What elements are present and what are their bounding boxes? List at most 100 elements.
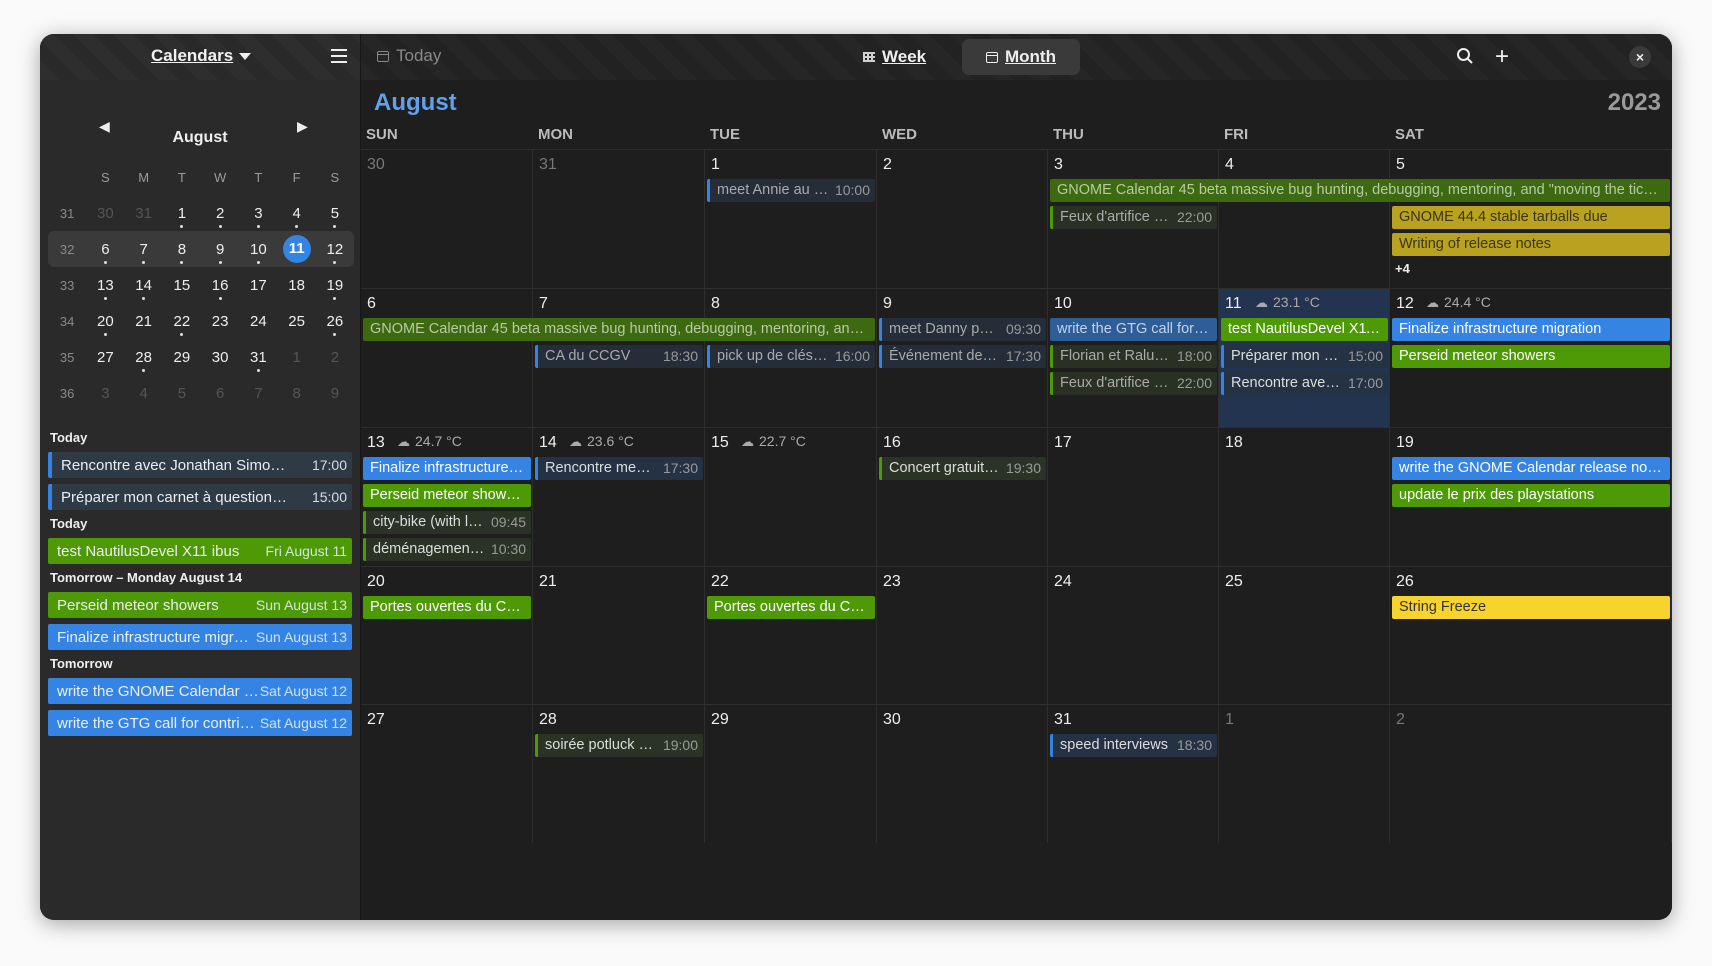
agenda-event[interactable]: Perseid meteor showers Sun August 13	[48, 592, 352, 618]
calendars-menu-button[interactable]: Calendars	[151, 46, 252, 66]
day-cell[interactable]: 20	[361, 566, 533, 704]
calendar-event[interactable]: test NautilusDevel X11 ibus	[1221, 318, 1388, 341]
mini-day[interactable]: 7	[239, 385, 277, 402]
day-cell[interactable]: 18	[1219, 427, 1390, 566]
today-button[interactable]: Today	[377, 46, 441, 66]
mini-day[interactable]: 5	[163, 385, 201, 402]
mini-day[interactable]: 16	[201, 277, 239, 300]
main-menu-button[interactable]	[331, 49, 347, 63]
calendar-event[interactable]: GNOME Calendar 45 beta massive bug hunti…	[1050, 179, 1670, 202]
day-cell[interactable]: 27	[361, 704, 533, 843]
day-cell[interactable]: 6	[361, 288, 533, 427]
mini-day[interactable]: 4	[125, 385, 163, 402]
mini-day[interactable]: 25	[278, 313, 316, 330]
calendar-event[interactable]: write the GTG call for contributors	[1050, 318, 1217, 341]
more-events-link[interactable]: +4	[1395, 261, 1410, 276]
mini-day[interactable]: 13	[86, 277, 124, 300]
calendar-event[interactable]: Concert gratuit du parc 19:30	[879, 457, 1046, 480]
mini-day[interactable]: 2	[316, 349, 354, 366]
calendar-event[interactable]: GNOME 44.4 stable tarballs due	[1392, 206, 1670, 229]
calendar-event[interactable]: déménagement (boîtes) 10:30	[363, 538, 531, 561]
day-cell[interactable]: 31	[1048, 704, 1219, 843]
calendar-event[interactable]: Perseid meteor showers	[363, 484, 531, 507]
calendar-event[interactable]: soirée potluck ouverte 19:00	[535, 734, 703, 757]
mini-day[interactable]: 19	[316, 277, 354, 300]
mini-day[interactable]: 21	[125, 313, 163, 330]
mini-day[interactable]: 4	[278, 205, 316, 228]
day-cell[interactable]: 10	[1048, 288, 1219, 427]
mini-day[interactable]: 26	[316, 313, 354, 336]
agenda-event[interactable]: test NautilusDevel X11 ibus Fri August 11	[48, 538, 352, 564]
agenda-event[interactable]: Rencontre avec Jonathan Simonnet 17:00	[48, 452, 352, 478]
day-cell[interactable]: 14	[533, 427, 705, 566]
day-cell[interactable]: 22	[705, 566, 877, 704]
day-cell[interactable]: 29	[705, 704, 877, 843]
agenda-event[interactable]: write the GTG call for contributors Sat A…	[48, 710, 352, 736]
day-cell[interactable]: 19	[1390, 427, 1672, 566]
day-cell[interactable]: 7	[533, 288, 705, 427]
mini-day[interactable]: 28	[125, 349, 163, 372]
calendar-event[interactable]: Préparer mon carnet à questions 15:00	[1221, 345, 1388, 368]
calendar-event[interactable]: speed interviews 18:30	[1050, 734, 1217, 757]
day-cell[interactable]: 8	[705, 288, 877, 427]
calendar-event[interactable]: Feux d'artifice - Fête du Lac 22:00	[1050, 372, 1217, 395]
calendar-event[interactable]: write the GNOME Calendar release notes	[1392, 457, 1670, 480]
day-cell[interactable]: 25	[1219, 566, 1390, 704]
day-cell[interactable]: 1	[1219, 704, 1390, 843]
day-cell[interactable]: 1	[705, 149, 877, 288]
mini-day[interactable]: 3	[86, 385, 124, 402]
calendar-event[interactable]: Événement de réseautage 17:30	[879, 345, 1046, 368]
agenda-event[interactable]: Finalize infrastructure migration Sun Aug…	[48, 624, 352, 650]
calendar-event[interactable]: Rencontre mensuelle 17:30	[535, 457, 703, 480]
day-cell[interactable]: 31	[533, 149, 705, 288]
mini-day[interactable]: 24	[239, 313, 277, 330]
mini-day[interactable]: 27	[86, 349, 124, 366]
calendar-event[interactable]: Feux d'artifice - Fête du Lac 22:00	[1050, 206, 1217, 229]
mini-day[interactable]: 9	[316, 385, 354, 402]
week-view-button[interactable]: Week	[839, 39, 950, 75]
day-cell[interactable]: 30	[877, 704, 1048, 843]
month-view-button[interactable]: Month	[962, 39, 1080, 75]
mini-day[interactable]: 6	[201, 385, 239, 402]
mini-day[interactable]: 29	[163, 349, 201, 366]
day-cell[interactable]: 2	[877, 149, 1048, 288]
calendar-event[interactable]: Rencontre avec Jonathan 17:00	[1221, 372, 1388, 395]
day-cell[interactable]: 30	[361, 149, 533, 288]
calendar-event[interactable]: city-bike (with location) 09:45	[363, 511, 531, 534]
mini-day[interactable]: 31	[125, 205, 163, 222]
mini-day[interactable]: 8	[163, 241, 201, 264]
day-cell[interactable]: 3	[1048, 149, 1219, 288]
calendar-event[interactable]: update le prix des playstations	[1392, 484, 1670, 507]
mini-day-today[interactable]: 11	[278, 235, 316, 263]
previous-month-button[interactable]: ◀	[99, 118, 110, 135]
mini-day[interactable]: 14	[125, 277, 163, 300]
add-event-button[interactable]: +	[1495, 43, 1509, 71]
calendar-event[interactable]: CA du CCGV 18:30	[535, 345, 703, 368]
mini-day[interactable]: 2	[201, 205, 239, 228]
day-cell[interactable]: 2	[1390, 704, 1672, 843]
calendar-event[interactable]: Perseid meteor showers	[1392, 345, 1670, 368]
mini-day[interactable]: 1	[278, 349, 316, 366]
calendar-event[interactable]: meet Annie au Café 10:00	[707, 179, 875, 202]
mini-day[interactable]: 6	[86, 241, 124, 264]
day-cell[interactable]: 9	[877, 288, 1048, 427]
calendar-event[interactable]: Portes ouvertes du CCGV	[363, 596, 531, 619]
calendar-event[interactable]: pick up de clés d'appartement 16:00	[707, 345, 875, 368]
mini-day[interactable]: 1	[163, 205, 201, 228]
mini-day[interactable]: 31	[239, 349, 277, 372]
mini-day[interactable]: 12	[316, 241, 354, 264]
day-cell[interactable]: 15	[705, 427, 877, 566]
mini-day[interactable]: 9	[201, 241, 239, 264]
next-month-button[interactable]: ▶	[297, 118, 308, 135]
day-cell[interactable]: 23	[877, 566, 1048, 704]
calendar-event[interactable]: Finalize infrastructure migration	[1392, 318, 1670, 341]
day-cell[interactable]: 5	[1390, 149, 1672, 288]
day-cell[interactable]: 21	[533, 566, 705, 704]
calendar-event[interactable]: Portes ouvertes du CCGV	[707, 596, 875, 619]
mini-day[interactable]: 15	[163, 277, 201, 294]
close-button[interactable]: ×	[1629, 46, 1651, 68]
day-cell[interactable]: 16	[877, 427, 1048, 566]
mini-day[interactable]: 5	[316, 205, 354, 228]
mini-day[interactable]: 7	[125, 241, 163, 264]
mini-day[interactable]: 3	[239, 205, 277, 228]
